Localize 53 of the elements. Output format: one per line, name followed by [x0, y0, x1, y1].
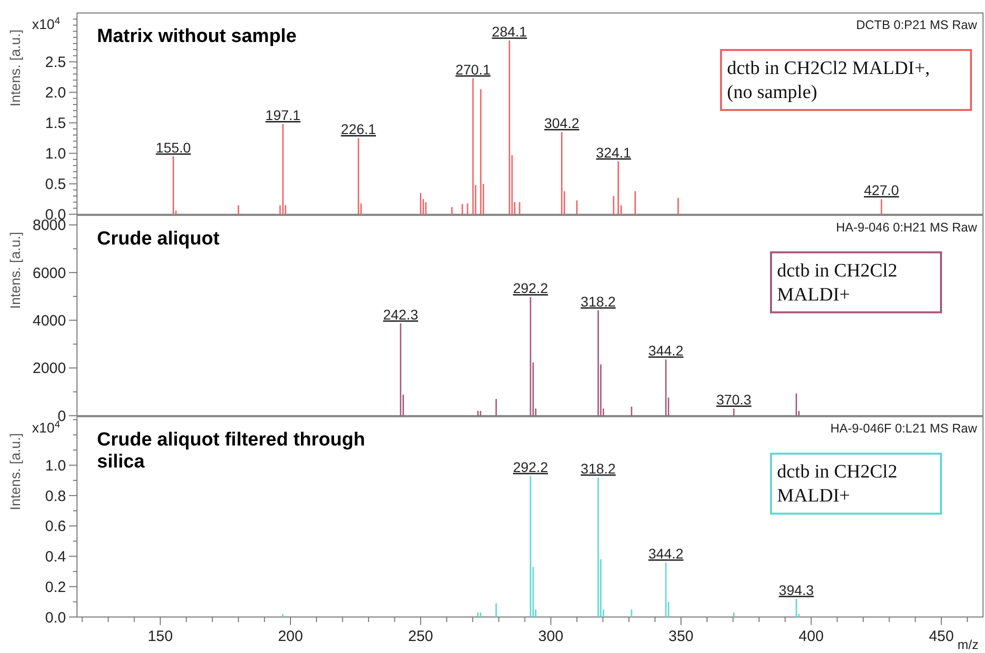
x-axis-title: m/z — [958, 637, 978, 652]
text: Crude aliquot — [97, 228, 220, 250]
annotation: 270.1 — [455, 61, 491, 78]
y-axis-title: Intens. [a.u.] — [7, 433, 23, 510]
annotation: 394.3 — [778, 582, 814, 598]
annotation: 292.2 — [512, 458, 548, 475]
x-tick-label: 300 — [538, 628, 564, 645]
y-tick-label: 4000 — [32, 312, 66, 330]
x-tick-label: 350 — [668, 628, 694, 645]
x-tick-label: 400 — [798, 628, 824, 645]
y-tick-label: 0.4 — [45, 548, 66, 566]
y-tick-label: 2000 — [32, 360, 66, 378]
annotation: 155.0 — [156, 139, 192, 156]
y-axis-title: Intens. [a.u.] — [7, 232, 23, 309]
y-axis-title: Intens. [a.u.] — [7, 29, 23, 107]
y-tick-label: 0.5 — [45, 176, 66, 194]
annotation: 197.1 — [265, 107, 301, 124]
chart-subtitle: DCTB 0:P21 MS Raw — [856, 18, 978, 32]
text: x10$^{4}$ — [32, 16, 61, 32]
y-tick-label: 0.2 — [45, 578, 66, 596]
annotation: 324.1 — [596, 144, 632, 160]
annotation: dctb in CH2Cl2 MALDI+ — [777, 260, 898, 306]
annotation: 304.2 — [544, 114, 580, 131]
y-tick-label: 0.6 — [45, 518, 66, 536]
y-tick-label: 2.0 — [45, 84, 66, 102]
annotation: 318.2 — [580, 293, 616, 310]
annotation: 292.2 — [512, 280, 548, 296]
annotation: 318.2 — [580, 460, 616, 476]
annotation: 242.3 — [383, 306, 418, 322]
y-tick-label: 0.8 — [45, 488, 66, 505]
annotation: 344.2 — [648, 545, 684, 562]
chart-subtitle: HA-9-046 0:H21 MS Raw — [836, 220, 978, 234]
annotation: 344.2 — [648, 342, 684, 358]
y-tick-label: 1.0 — [45, 146, 66, 163]
chart-subtitle: HA-9-046F 0:L21 MS Raw — [830, 422, 978, 436]
y-tick-label: 1.5 — [45, 115, 66, 132]
x-tick-label: 250 — [408, 628, 434, 645]
annotation: 427.0 — [864, 182, 900, 198]
annotation: 370.3 — [716, 392, 752, 408]
y-tick-label: 2.5 — [45, 54, 66, 72]
annotation: dctb in CH2Cl2 MALDI+, (no sample) — [727, 58, 930, 103]
x-tick-label: 450 — [928, 628, 954, 645]
text: Matrix without sample — [97, 26, 297, 47]
annotation: 284.1 — [492, 23, 528, 40]
annotation: 226.1 — [340, 121, 376, 138]
y-tick-label: 0.0 — [45, 609, 66, 626]
y-tick-label: 6000 — [32, 264, 66, 282]
x-tick-label: 200 — [278, 628, 303, 645]
annotation: dctb in CH2Cl2 MALDI+ — [777, 462, 898, 507]
text: Crude aliquot filtered through silica — [97, 430, 366, 473]
y-tick-label: 0 — [58, 408, 66, 425]
x-tick-label: 150 — [148, 628, 173, 645]
y-tick-label: 1.0 — [45, 457, 66, 474]
